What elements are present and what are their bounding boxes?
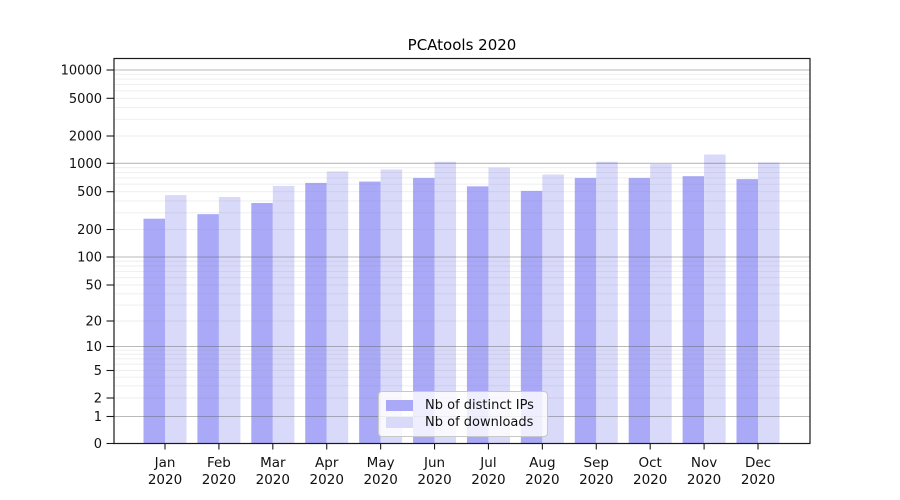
axes-frame	[113, 57, 811, 445]
y-tick-label: 10000	[61, 64, 102, 79]
x-tick-label-year: 2020	[741, 472, 775, 488]
bar-downloads-jun	[434, 161, 457, 444]
bar-downloads-apr	[326, 171, 349, 444]
y-tick-label: 50	[85, 279, 102, 294]
x-tick-label-month: Oct	[639, 455, 662, 471]
y-tick-label: 1000	[69, 157, 102, 172]
y-tick-label: 5000	[69, 92, 102, 107]
bar-distinct-ips-oct	[628, 177, 651, 444]
x-tick-label-month: Nov	[691, 455, 717, 471]
bar-downloads-aug	[542, 174, 564, 444]
bar-distinct-ips-jan	[143, 218, 165, 444]
x-tick-label-month: May	[367, 455, 395, 471]
x-tick-label-year: 2020	[687, 472, 721, 488]
bar-distinct-ips-feb	[197, 214, 219, 444]
y-tick-label: 2000	[69, 130, 102, 145]
chart-title: PCAtools 2020	[407, 36, 517, 54]
x-tick-label-month: Feb	[207, 455, 231, 471]
x-tick-label-year: 2020	[525, 472, 559, 488]
x-tick-label-year: 2020	[579, 472, 613, 488]
x-tick-label-year: 2020	[202, 472, 236, 488]
x-tick-label-year: 2020	[148, 472, 182, 488]
y-tick-label: 500	[77, 185, 102, 200]
bar-distinct-ips-apr	[305, 182, 327, 444]
bar-downloads-may	[380, 169, 403, 444]
bar-downloads-mar	[272, 185, 295, 444]
bar-distinct-ips-aug	[520, 190, 543, 444]
y-tick-label: 0	[94, 437, 102, 452]
x-tick-label-month: Mar	[260, 455, 286, 471]
x-tick-label-year: 2020	[417, 472, 451, 488]
bar-distinct-ips-dec	[736, 179, 758, 444]
y-tick-label: 2	[94, 392, 102, 407]
chart-legend: Nb of distinct IPs Nb of downloads	[378, 391, 548, 437]
x-tick-label-month: Apr	[315, 455, 339, 471]
x-tick-label-month: Dec	[745, 455, 771, 471]
x-tick-label-month: Aug	[529, 455, 555, 471]
x-tick-label-year: 2020	[363, 472, 397, 488]
y-tick-label: 200	[77, 223, 102, 238]
y-tick-label: 5	[94, 364, 102, 379]
y-tick-label: 1	[94, 410, 102, 425]
y-tick-label: 20	[85, 315, 102, 330]
bar-downloads-feb	[218, 196, 241, 444]
bar-distinct-ips-mar	[251, 203, 273, 444]
bar-distinct-ips-jun	[413, 177, 435, 444]
legend-swatch-downloads-icon	[386, 417, 413, 428]
y-tick-label: 10	[85, 340, 102, 355]
x-tick-label-year: 2020	[256, 472, 290, 488]
x-tick-label-month: Jul	[479, 455, 496, 471]
legend-label-downloads: Nb of downloads	[425, 415, 534, 430]
bar-downloads-dec	[758, 162, 780, 444]
x-tick-label-year: 2020	[471, 472, 505, 488]
x-tick-label-year: 2020	[310, 472, 344, 488]
bar-downloads-nov	[704, 154, 726, 444]
legend-item-downloads: Nb of downloads	[386, 416, 539, 429]
legend-label-distinct-ips: Nb of distinct IPs	[425, 398, 534, 413]
y-tick-label: 100	[77, 251, 102, 266]
bar-downloads-sep	[596, 161, 618, 444]
x-tick-label-year: 2020	[633, 472, 667, 488]
bar-downloads-oct	[650, 164, 672, 444]
bar-distinct-ips-jul	[466, 186, 489, 444]
x-tick-label-month: Jun	[423, 455, 445, 471]
bar-downloads-jan	[165, 195, 187, 444]
bar-distinct-ips-nov	[682, 176, 705, 444]
legend-item-distinct-ips: Nb of distinct IPs	[386, 399, 539, 412]
bar-distinct-ips-may	[359, 181, 381, 444]
x-tick-label-month: Jan	[154, 455, 176, 471]
bar-downloads-jul	[488, 167, 510, 444]
legend-swatch-distinct-ips-icon	[386, 400, 413, 411]
x-tick-label-month: Sep	[584, 455, 609, 471]
bar-distinct-ips-sep	[574, 177, 597, 444]
